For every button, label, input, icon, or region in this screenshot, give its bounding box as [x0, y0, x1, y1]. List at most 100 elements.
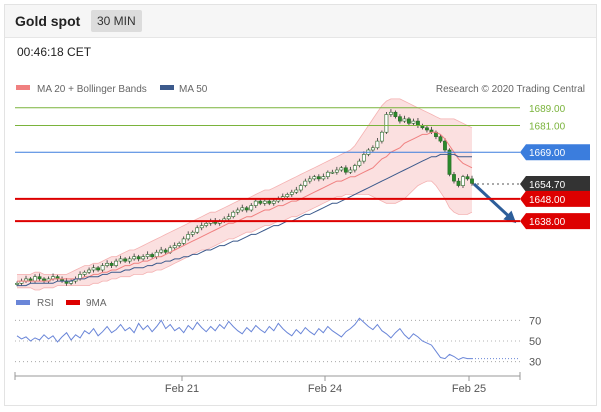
bollinger-lower-line — [17, 180, 473, 291]
candle-body — [249, 205, 254, 211]
timestamp: 00:46:18 CET — [17, 45, 92, 59]
levels: 1689.00 1681.00 1669.00 1654.70 1648.00 1638.… — [15, 104, 590, 230]
candle-body — [109, 263, 114, 266]
candle-body — [15, 283, 19, 285]
support-label: 1638.00 — [529, 217, 566, 228]
candle-body — [465, 176, 470, 180]
forecast-arrow-head — [503, 210, 517, 224]
candle-body — [303, 180, 308, 186]
candle-body — [96, 267, 100, 271]
last-label: 1654.70 — [529, 180, 566, 191]
rsi-tick-label: 50 — [529, 336, 541, 348]
candle-body — [100, 265, 105, 271]
x-axis-ticks: Feb 21 Feb 24 Feb 25 — [14, 372, 521, 395]
support-tag — [520, 190, 590, 207]
support-tag — [520, 213, 590, 230]
candle-body — [105, 263, 109, 266]
candle-body — [159, 249, 164, 253]
chart-header: Gold spot 30 MIN — [5, 5, 596, 38]
candle-body — [343, 167, 348, 173]
candle-body — [289, 191, 294, 195]
rsi-legend: RSI 9MA — [16, 298, 107, 309]
candle-body — [267, 200, 272, 204]
candle-body — [141, 256, 146, 260]
candle-body — [361, 154, 366, 162]
resistance-label: 1689.00 — [529, 104, 566, 115]
candle-body — [316, 176, 321, 180]
candle-body — [393, 111, 398, 117]
candle-body — [190, 231, 195, 235]
ma20-legend-swatch — [16, 85, 30, 90]
candle-body — [461, 176, 465, 186]
rsi-tick-label: 70 — [529, 315, 541, 327]
forecast-arrow — [472, 182, 516, 223]
bollinger-band — [17, 98, 472, 291]
candle-body — [307, 178, 312, 182]
candle-body — [172, 245, 177, 249]
candle-body — [195, 227, 200, 233]
candle-body — [438, 136, 443, 142]
candle-body — [348, 169, 353, 173]
resistance-label: 1681.00 — [529, 122, 566, 133]
candle-body — [384, 114, 389, 133]
candle-body — [330, 171, 335, 174]
candle-body — [312, 176, 317, 180]
candle-body — [118, 258, 123, 262]
credit-text: Research © 2020 Trading Central — [436, 84, 585, 95]
candle-body — [321, 176, 326, 180]
candle-body — [285, 194, 290, 197]
candle-body — [262, 200, 267, 204]
candle-body — [411, 120, 416, 124]
candle-body — [298, 185, 303, 191]
ma9-legend-swatch — [66, 300, 80, 305]
candle-body — [447, 149, 452, 175]
candle-body — [37, 276, 42, 280]
ma50-legend-label: MA 50 — [179, 84, 208, 95]
candle-body — [33, 276, 37, 282]
candle-body — [244, 207, 249, 211]
candle-body — [425, 127, 429, 131]
candle-body — [443, 140, 447, 151]
x-tick-label: Feb 21 — [165, 383, 199, 395]
candle-body — [154, 251, 159, 257]
candle-body — [226, 216, 231, 220]
candle-body — [389, 111, 393, 115]
last-tag — [520, 176, 590, 192]
instrument-title: Gold spot — [15, 13, 81, 29]
candle-body — [470, 178, 474, 184]
candle-body — [253, 200, 258, 206]
rsi-legend-swatch — [16, 300, 30, 305]
candle-body — [199, 225, 204, 229]
candle-body — [235, 209, 240, 213]
candle-body — [339, 167, 344, 171]
candle-body — [240, 207, 245, 211]
candle-body — [416, 120, 420, 126]
candle-body — [231, 211, 236, 217]
candle-body — [82, 271, 87, 275]
candle-body — [123, 258, 128, 262]
candle-body — [150, 254, 155, 257]
candle-body — [398, 116, 402, 122]
candle-body — [258, 200, 263, 204]
candle-body — [370, 147, 375, 151]
timeframe-badge[interactable]: 30 MIN — [91, 10, 142, 32]
price-panel — [15, 98, 517, 291]
candle-body — [271, 200, 276, 204]
candle-body — [186, 234, 191, 240]
ma50-legend-swatch — [160, 85, 174, 90]
x-tick-label: Feb 24 — [308, 383, 342, 395]
candle-body — [456, 180, 461, 186]
candle-body — [87, 269, 91, 273]
candle-body — [334, 169, 339, 173]
legend: MA 20 + Bollinger Bands MA 50 Research ©… — [16, 84, 585, 95]
pivot-tag — [520, 144, 590, 161]
ma9-legend-label: 9MA — [86, 298, 107, 309]
candle-body — [136, 256, 141, 260]
pivot-label: 1669.00 — [529, 148, 566, 159]
candle-body — [294, 189, 299, 193]
candle-body — [127, 258, 132, 262]
candle-body — [452, 174, 456, 182]
candle-body — [114, 260, 119, 266]
candle-body — [375, 140, 380, 149]
